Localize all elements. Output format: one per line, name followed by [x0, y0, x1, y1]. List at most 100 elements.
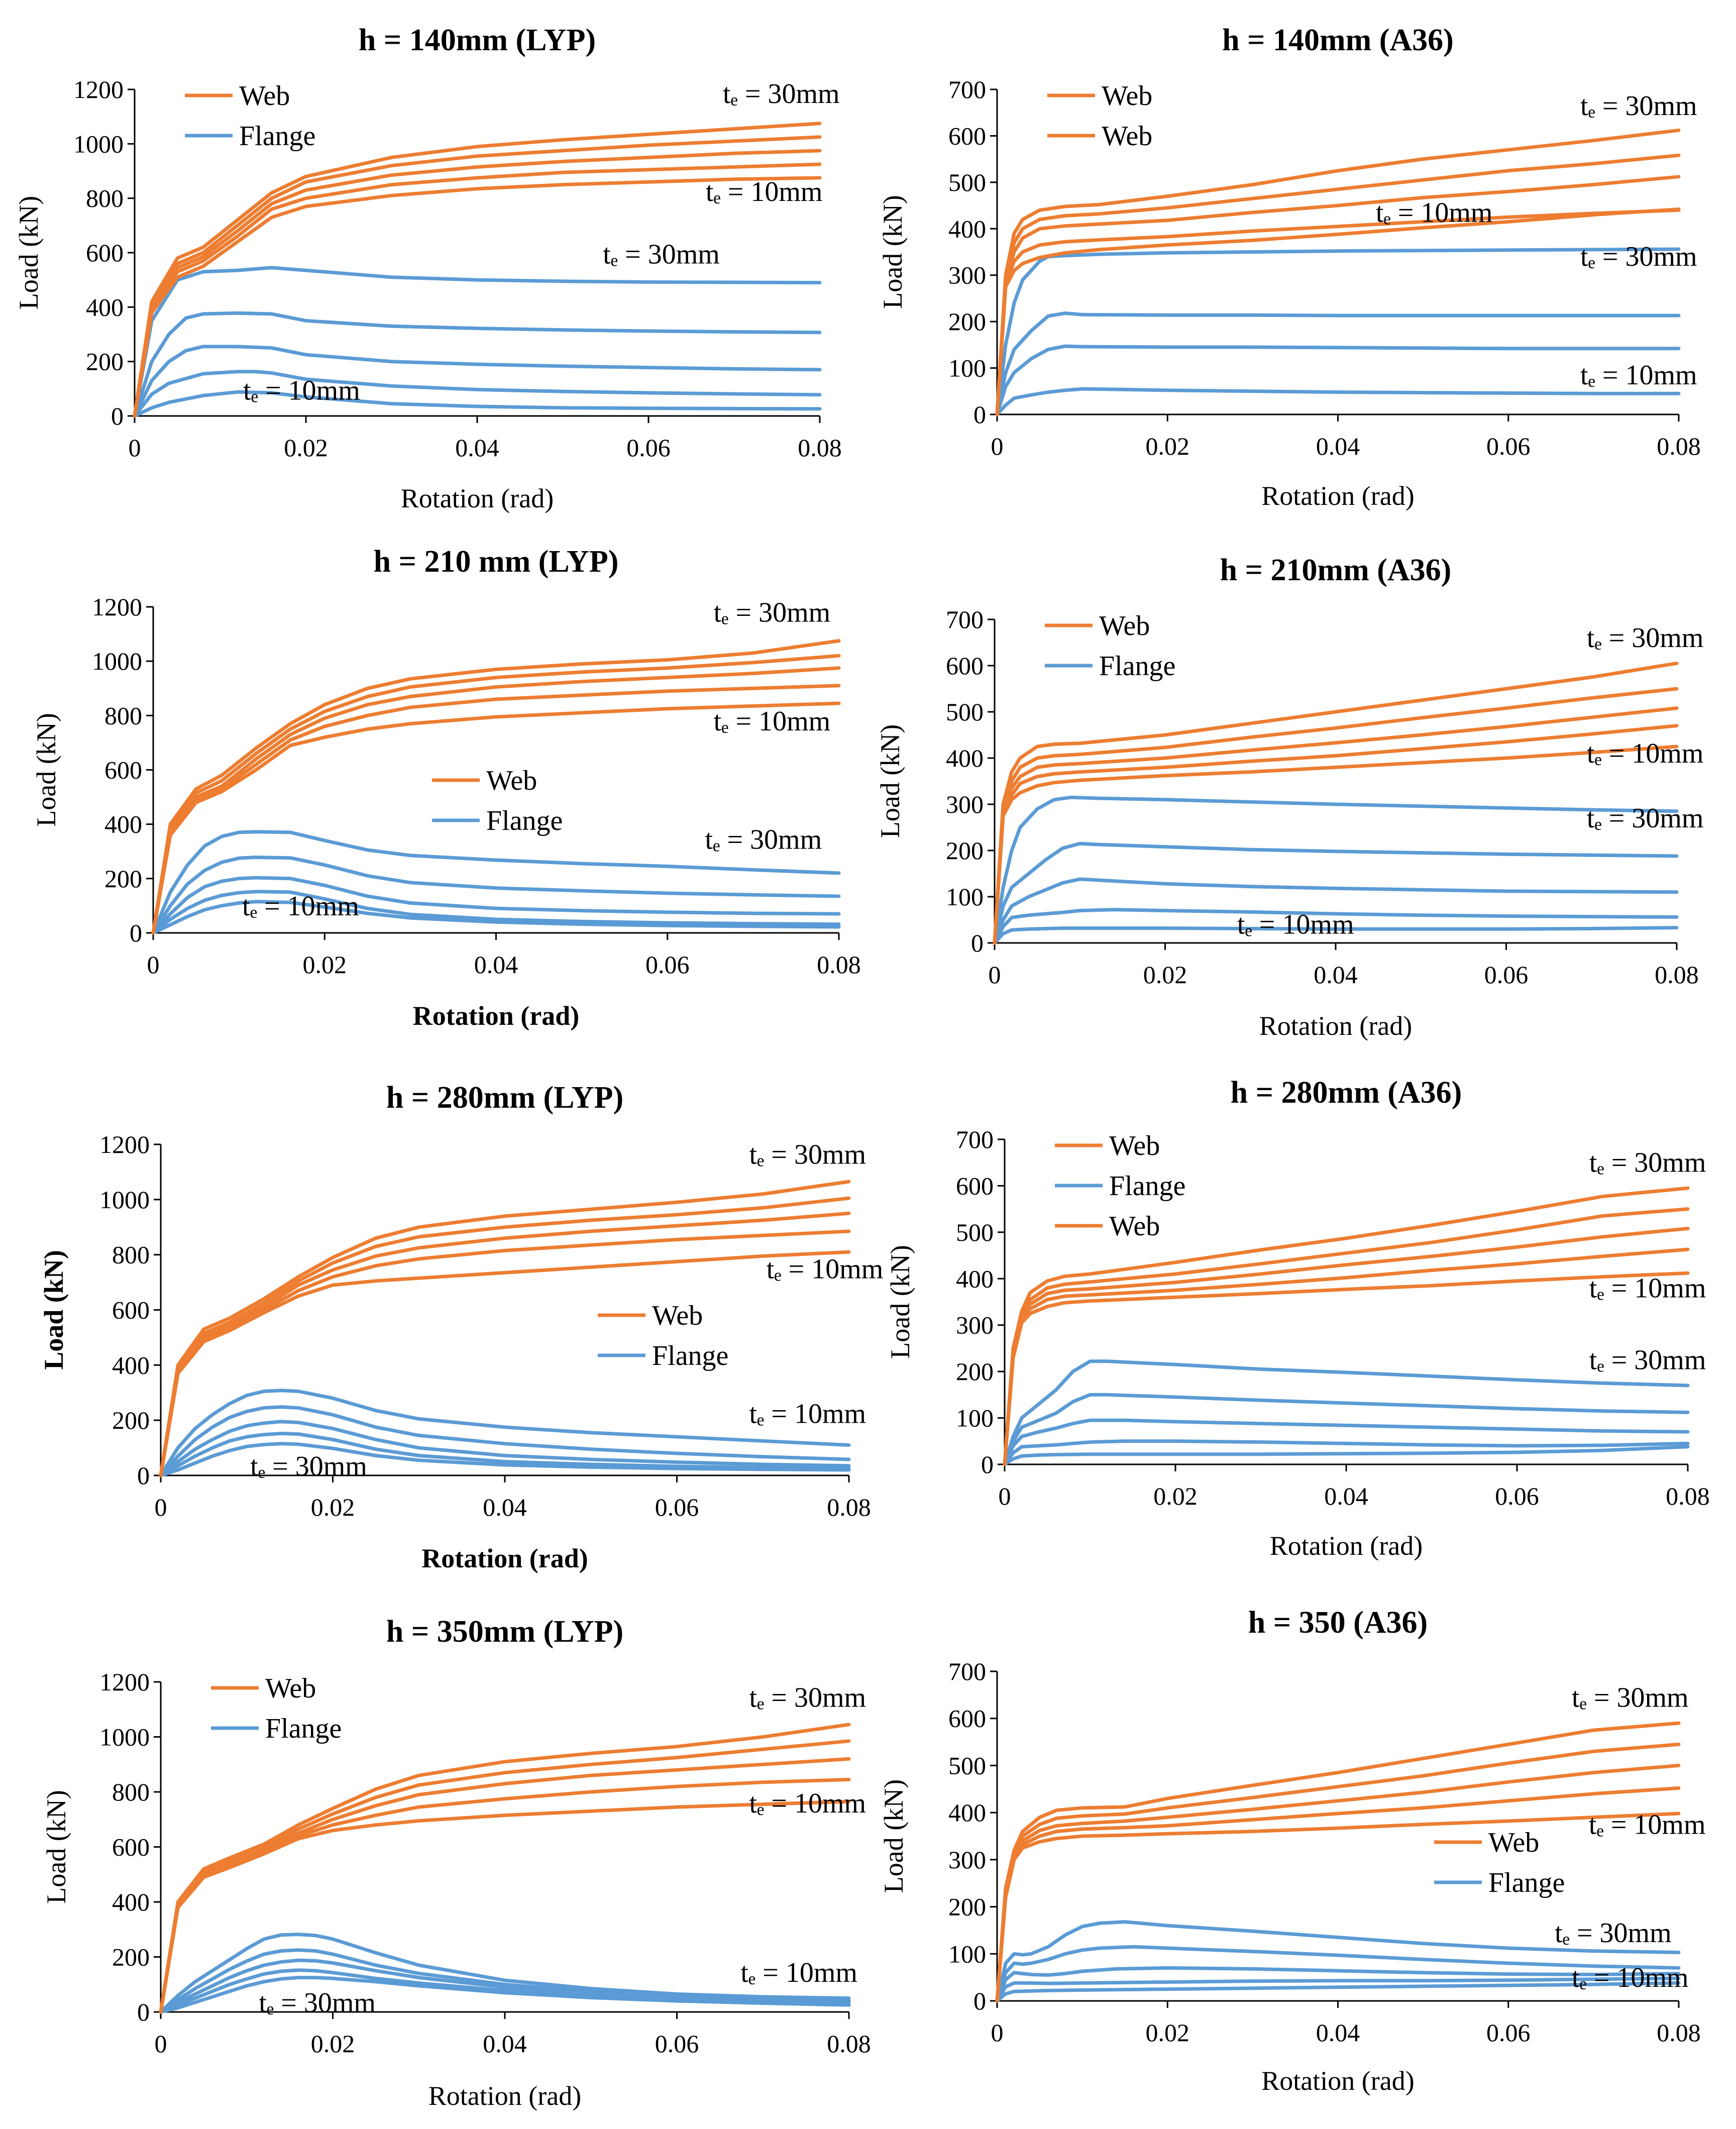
x-tick-label: 0 — [155, 1493, 167, 1521]
x-tick-label: 0.02 — [311, 2030, 355, 2058]
series-flange-line — [133, 311, 822, 418]
series-web-line — [1003, 1271, 1690, 1466]
series-flange-line — [159, 1958, 851, 2014]
x-tick-label: 0.02 — [1143, 961, 1187, 989]
y-tick-label: 600 — [112, 1296, 150, 1324]
thickness-annotation: tₑ = 10mm — [749, 1788, 866, 1819]
panel-3: h = 210 mm (LYP) 0 200 400 600 800 1000 1200 0 0.… — [31, 545, 861, 1031]
series-web-line — [995, 128, 1681, 416]
series-flange-line — [993, 908, 1679, 945]
y-tick-label: 400 — [86, 293, 124, 321]
y-tick-label: 400 — [112, 1351, 150, 1379]
y-tick-label: 1200 — [92, 593, 142, 621]
thickness-annotation: tₑ = 10mm — [1589, 1809, 1706, 1840]
y-tick-label: 200 — [948, 1893, 986, 1921]
thickness-annotation: tₑ = 30mm — [1555, 1918, 1672, 1949]
y-tick-label: 600 — [948, 1705, 986, 1733]
legend-label: Flange — [1109, 1170, 1185, 1202]
x-axis-label: Rotation (rad) — [421, 1543, 588, 1573]
y-tick-label: 800 — [112, 1778, 150, 1806]
y-axis-label: Load (kN) — [14, 196, 44, 309]
y-tick-label: 600 — [956, 1172, 994, 1200]
series-flange-line — [995, 387, 1681, 416]
series-web-line — [995, 153, 1681, 416]
panel-4: h = 210mm (A36) 0 100 200 300 400 500 600 700 0 0.… — [875, 553, 1704, 1041]
y-tick-label: 1200 — [99, 1668, 150, 1696]
panel-7: h = 350mm (LYP) 0 200 400 600 800 1000 1200 0 0.0… — [41, 1615, 871, 2111]
series-flange-line — [159, 1976, 851, 2014]
legend-label: Flange — [1488, 1867, 1565, 1898]
x-tick-label: 0.06 — [626, 434, 671, 462]
series-flange-line — [1003, 1359, 1690, 1466]
series-web-line — [159, 1229, 851, 1477]
y-tick-label: 300 — [948, 1846, 986, 1874]
y-tick-label: 100 — [948, 1940, 986, 1968]
series-web-line — [151, 639, 841, 935]
series-flange-line — [1003, 1445, 1690, 1466]
chart-title: h = 280mm (LYP) — [386, 1081, 623, 1115]
chart-title: h = 210mm (A36) — [1220, 553, 1452, 587]
chart-title: h = 350 (A36) — [1248, 1606, 1428, 1640]
x-tick-label: 0.06 — [655, 1493, 699, 1521]
legend-label: Flange — [486, 805, 563, 836]
series-web-line — [993, 687, 1679, 945]
x-tick-label: 0.08 — [827, 1493, 871, 1521]
series-web-line — [133, 135, 822, 418]
y-tick-label: 1000 — [99, 1186, 150, 1214]
thickness-annotation: tₑ = 10mm — [1572, 1962, 1689, 1993]
legend-label: Web — [652, 1300, 703, 1331]
y-tick-label: 400 — [948, 215, 986, 243]
panel-5: h = 280mm (LYP) 0 200 400 600 800 1000 1200 0 0.0… — [39, 1081, 883, 1573]
y-tick-label: 700 — [946, 605, 984, 633]
legend-label: Web — [1109, 1211, 1160, 1242]
x-tick-label: 0.02 — [1146, 2018, 1190, 2047]
y-tick-label: 100 — [956, 1404, 994, 1432]
x-tick-label: 0.04 — [483, 1493, 527, 1521]
series-flange-line — [993, 877, 1679, 945]
chart-title: h = 350mm (LYP) — [386, 1615, 623, 1649]
x-tick-label: 0.02 — [303, 950, 347, 979]
x-tick-label: 0 — [155, 2030, 167, 2058]
x-tick-label: 0 — [991, 2018, 1004, 2047]
chart-title: h = 140mm (A36) — [1222, 23, 1454, 57]
x-tick-label: 0 — [991, 432, 1004, 460]
y-tick-label: 400 — [948, 1798, 986, 1827]
x-tick-label: 0.08 — [1657, 432, 1701, 460]
y-tick-label: 700 — [948, 75, 986, 103]
series-flange-line — [995, 1945, 1681, 2003]
y-tick-label: 0 — [137, 1998, 150, 2026]
x-tick-label: 0.04 — [483, 2030, 527, 2058]
y-tick-label: 1200 — [73, 75, 124, 103]
legend-label: Web — [239, 80, 290, 112]
series-web-line — [1003, 1247, 1690, 1466]
y-tick-label: 600 — [946, 652, 984, 680]
y-axis-label: Load (kN) — [31, 713, 61, 826]
series-web-line — [151, 666, 841, 935]
legend-label: Web — [486, 765, 537, 796]
y-tick-label: 600 — [112, 1833, 150, 1861]
series-web-line — [133, 149, 822, 418]
series-web-line — [159, 1799, 851, 2014]
y-tick-label: 200 — [956, 1357, 994, 1386]
y-axis-label: Load (kN) — [885, 1245, 915, 1358]
y-tick-label: 400 — [104, 810, 142, 838]
panel-1: h = 140mm (LYP) 0 200 400 600 800 1000 1200 0 0.0… — [14, 23, 842, 513]
x-tick-label: 0.04 — [1316, 2018, 1360, 2047]
y-tick-label: 600 — [948, 122, 986, 150]
thickness-annotation: tₑ = 30mm — [749, 1139, 866, 1170]
thickness-annotation: tₑ = 10mm — [714, 706, 831, 737]
series-web-line — [993, 706, 1679, 945]
series-flange-line — [159, 1432, 851, 1477]
x-tick-label: 0.04 — [474, 950, 518, 979]
y-tick-label: 600 — [86, 239, 124, 267]
x-tick-label: 0.08 — [1666, 1482, 1710, 1510]
series-flange-line — [1003, 1393, 1690, 1466]
series-flange-line — [133, 345, 822, 418]
series-flange-line — [995, 247, 1681, 416]
y-tick-label: 1000 — [92, 647, 142, 675]
series-web-line — [995, 175, 1681, 416]
series-flange-line — [159, 1442, 851, 1477]
series-flange-line — [993, 795, 1679, 945]
x-tick-label: 0 — [129, 434, 141, 462]
series-web-line — [995, 1812, 1681, 2003]
